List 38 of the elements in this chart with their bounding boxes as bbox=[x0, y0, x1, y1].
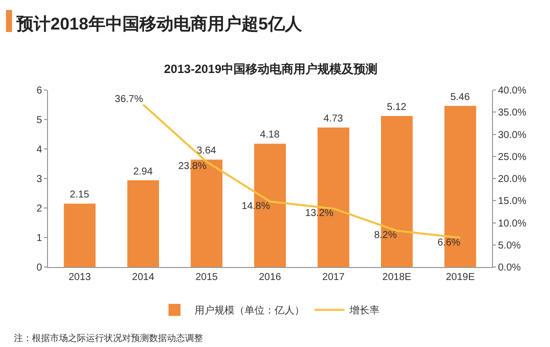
bar bbox=[64, 204, 96, 267]
data-label: 4.18 bbox=[260, 130, 280, 141]
x-tick-label: 2013 bbox=[68, 272, 92, 283]
data-label: 2.94 bbox=[133, 166, 154, 178]
chart-subtitle: 2013-2019中国移动电商用户规模及预测 bbox=[164, 62, 378, 76]
y2-tick-label: 10.0% bbox=[498, 218, 526, 230]
chart-title: 预计2018年中国移动电商用户超5亿人 bbox=[16, 14, 303, 34]
text: 注：根据市场之际运行状况对预测数据动态调整 bbox=[14, 333, 203, 343]
bar bbox=[127, 180, 159, 267]
y-tick-label: 0 bbox=[36, 262, 42, 274]
y-tick-label: 2 bbox=[36, 204, 42, 214]
x-tick-label: 2015 bbox=[195, 272, 218, 283]
data-label: 4.73 bbox=[323, 113, 344, 124]
data-label: 36.7% bbox=[114, 94, 144, 106]
x-tick-label: 2017 bbox=[322, 272, 345, 283]
data-label: 5.46 bbox=[450, 92, 470, 103]
data-label: 2.15 bbox=[70, 190, 90, 201]
y-tick-label: 6 bbox=[36, 86, 42, 96]
y2-tick-label: 40.0% bbox=[498, 86, 526, 96]
x-tick-label: 2018E bbox=[382, 272, 412, 283]
y-tick-label: 4 bbox=[36, 144, 42, 156]
data-label: 3.64 bbox=[196, 146, 217, 157]
x-tick-label: 2016 bbox=[258, 272, 282, 283]
y2-tick-label: 0.0% bbox=[498, 262, 521, 274]
x-tick-label: 2014 bbox=[132, 272, 155, 283]
y-tick-label: 5 bbox=[36, 115, 42, 126]
legend-label: 增长率 bbox=[348, 304, 380, 317]
y2-tick-label: 30.0% bbox=[498, 130, 526, 141]
data-label: 5.12 bbox=[386, 102, 407, 113]
legend-label: 用户规模（单位：亿人） bbox=[194, 304, 304, 317]
y2-tick-label: 35.0% bbox=[498, 108, 526, 119]
y2-tick-label: 25.0% bbox=[498, 152, 526, 163]
y-tick-label: 3 bbox=[36, 174, 42, 185]
y2-tick-label: 5.0% bbox=[498, 240, 521, 252]
y2-tick-label: 15.0% bbox=[498, 196, 526, 208]
y-tick-label: 1 bbox=[36, 233, 42, 244]
x-tick-label: 2019E bbox=[446, 272, 476, 283]
y2-tick-label: 20.0% bbox=[498, 174, 526, 185]
